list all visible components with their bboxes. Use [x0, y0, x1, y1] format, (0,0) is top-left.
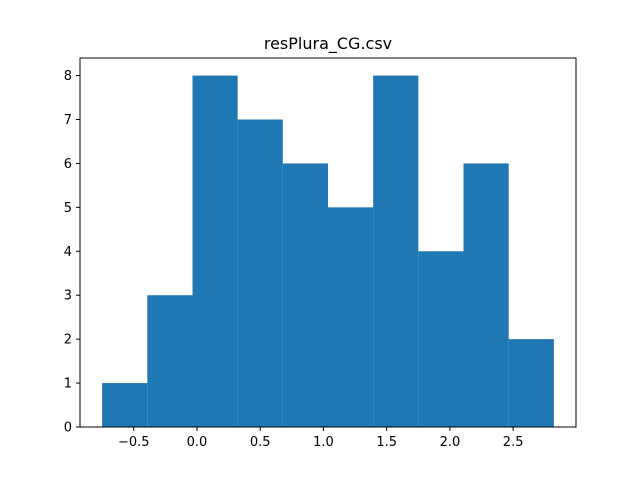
histogram-bar	[282, 163, 328, 427]
histogram-bar	[418, 251, 464, 427]
x-tick-label: −0.5	[118, 435, 150, 450]
y-tick-label: 5	[64, 201, 72, 216]
y-tick-label: 3	[64, 289, 72, 304]
x-tick-label: 1.0	[313, 435, 334, 450]
x-tick-label: 2.5	[503, 435, 524, 450]
histogram-bar	[237, 119, 283, 427]
histogram-bar	[328, 207, 374, 427]
histogram-bar	[508, 339, 554, 427]
y-tick-label: 4	[64, 245, 72, 260]
histogram-bar	[192, 75, 238, 427]
x-tick-label: 2.0	[440, 435, 461, 450]
histogram-bar	[373, 75, 419, 427]
x-tick-label: 0.0	[187, 435, 208, 450]
x-tick-label: 0.5	[250, 435, 271, 450]
y-tick-label: 7	[64, 113, 72, 128]
y-tick-label: 1	[64, 377, 72, 392]
x-tick-label: 1.5	[376, 435, 397, 450]
histogram-bar	[147, 295, 193, 427]
histogram-bar	[102, 383, 148, 427]
y-tick-label: 2	[64, 333, 72, 348]
y-tick-label: 8	[64, 69, 72, 84]
bars-group	[102, 75, 554, 427]
chart-title: resPlura_CG.csv	[264, 34, 392, 54]
y-tick-label: 6	[64, 157, 72, 172]
histogram-bar	[463, 163, 509, 427]
plot-frame	[79, 57, 577, 428]
y-tick-label: 0	[64, 421, 72, 436]
x-axis-ticks: −0.5 0.0 0.5 1.0 1.5 2.0 2.5	[118, 427, 524, 450]
y-axis-ticks: 0 1 2 3 4 5 6 7 8	[64, 69, 80, 436]
